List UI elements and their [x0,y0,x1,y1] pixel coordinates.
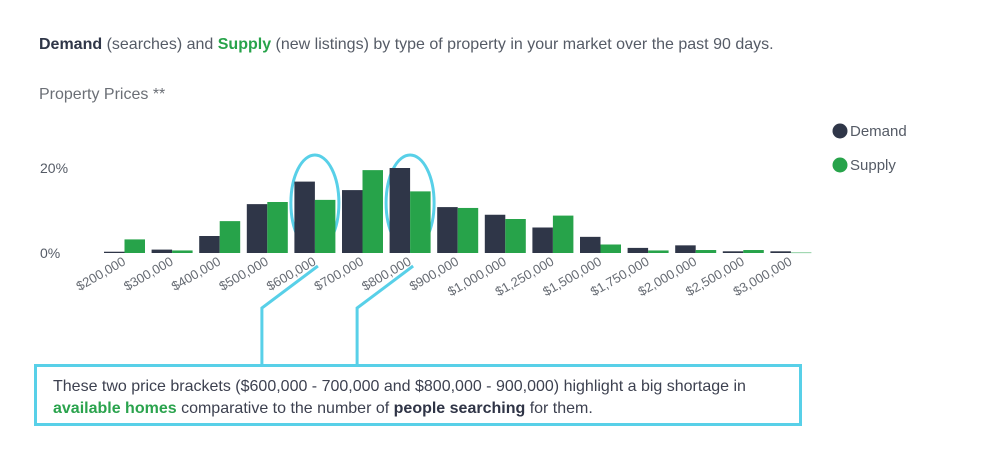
note-text-part3: for them. [529,400,593,417]
chart-bars [104,168,812,254]
bar-supply-12 [695,250,717,253]
legend-marker-demand [832,123,848,139]
note-highlight-people-searching: people searching [393,400,526,417]
legend-label-demand: Demand [850,123,907,140]
supply-keyword: Supply [217,36,272,53]
y-tick-label: 0% [40,245,60,261]
y-tick-label: 20% [40,160,68,176]
chart-title: Property Prices ** [39,86,166,103]
x-tick-label: $300,000 [121,254,175,294]
bar-demand-10 [580,236,601,253]
bar-demand-3 [246,204,268,253]
bar-supply-5 [362,170,383,253]
bar-supply-11 [648,250,669,253]
bar-demand-7 [437,207,458,253]
bar-demand-0 [104,251,125,253]
bar-supply-2 [219,221,241,253]
highlight-connector-line [260,264,319,366]
bar-supply-14 [790,252,812,254]
note-text-part1: These two price brackets ($600,000 - 700… [53,378,746,395]
y-axis: 0% 20% [40,160,68,261]
x-axis: $200,000$300,000$400,000$500,000$600,000… [74,254,795,300]
annotation-note-box: These two price brackets ($600,000 - 700… [34,364,802,426]
bar-demand-13 [722,251,744,253]
demand-note: (searches) and [106,36,214,53]
bar-supply-9 [552,215,574,253]
x-tick-label: $400,000 [169,254,223,294]
headline-rest: (new listings) by type of property in yo… [275,36,774,53]
bar-supply-1 [172,250,193,253]
bar-demand-14 [770,251,791,253]
bar-supply-8 [505,219,526,253]
bar-demand-6 [389,168,411,253]
chart-legend: Demand Supply [832,123,907,174]
x-tick-label: $700,000 [312,254,366,294]
x-tick-label: $500,000 [216,254,270,294]
bar-supply-6 [410,191,431,253]
bar-demand-11 [627,247,649,253]
bar-supply-7 [457,207,479,253]
bar-demand-2 [199,236,220,253]
legend-label-supply: Supply [850,157,896,174]
bar-supply-13 [743,250,764,253]
bar-demand-4 [294,181,315,253]
bar-demand-5 [342,190,363,253]
chart-headline: Demand (searches) and Supply (new listin… [39,36,774,54]
bar-supply-10 [600,244,621,253]
demand-keyword: Demand [39,36,103,53]
bar-demand-12 [675,245,696,253]
bar-demand-8 [484,214,506,253]
note-highlight-available-homes: available homes [53,400,177,417]
highlight-connector-line [355,264,415,366]
bar-demand-1 [151,249,173,253]
note-text-part2: comparative to the number of [181,400,390,417]
bar-supply-3 [267,202,288,253]
legend-marker-supply [832,157,848,173]
x-tick-label: $200,000 [74,254,128,294]
bar-demand-9 [532,227,553,253]
bar-supply-0 [124,239,145,253]
bar-supply-4 [314,199,336,253]
